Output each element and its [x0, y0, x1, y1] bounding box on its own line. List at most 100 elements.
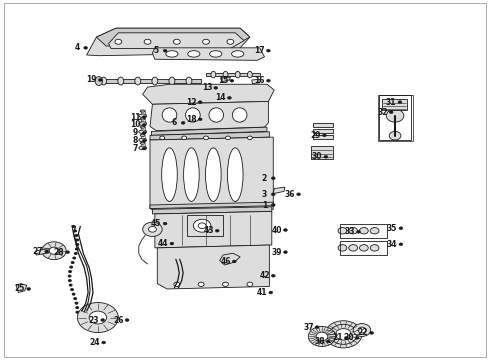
Circle shape	[182, 136, 187, 140]
Circle shape	[143, 222, 162, 237]
Text: 33: 33	[344, 227, 355, 236]
Text: 9: 9	[133, 129, 138, 138]
Circle shape	[66, 251, 70, 253]
Ellipse shape	[188, 51, 200, 57]
Circle shape	[160, 136, 165, 140]
Text: 30: 30	[312, 152, 322, 161]
Polygon shape	[150, 102, 269, 131]
Circle shape	[49, 247, 59, 254]
Text: 34: 34	[387, 240, 397, 249]
Ellipse shape	[247, 71, 252, 78]
Circle shape	[230, 79, 234, 82]
Polygon shape	[150, 202, 273, 208]
Text: 19: 19	[86, 76, 97, 85]
Ellipse shape	[139, 146, 147, 150]
Ellipse shape	[101, 77, 107, 85]
Text: 37: 37	[303, 323, 314, 332]
Text: 21: 21	[332, 333, 343, 342]
Circle shape	[360, 245, 368, 251]
Circle shape	[173, 39, 180, 44]
Polygon shape	[150, 132, 270, 140]
Text: 27: 27	[33, 247, 43, 256]
Polygon shape	[87, 28, 250, 56]
Circle shape	[338, 245, 347, 251]
Ellipse shape	[162, 108, 177, 122]
Ellipse shape	[140, 142, 145, 144]
Circle shape	[214, 86, 218, 89]
Circle shape	[76, 243, 79, 246]
Polygon shape	[34, 249, 49, 255]
Text: 7: 7	[133, 144, 138, 153]
Circle shape	[163, 49, 167, 52]
Circle shape	[225, 136, 230, 140]
Ellipse shape	[211, 71, 216, 78]
Circle shape	[202, 39, 209, 44]
Text: 42: 42	[259, 271, 270, 280]
Circle shape	[349, 245, 358, 251]
Text: 8: 8	[133, 136, 138, 145]
Polygon shape	[143, 84, 274, 104]
Text: 43: 43	[203, 226, 214, 235]
Text: 6: 6	[172, 118, 177, 127]
Circle shape	[69, 279, 71, 282]
Circle shape	[74, 230, 76, 232]
Circle shape	[322, 134, 326, 137]
Circle shape	[296, 193, 300, 196]
Circle shape	[198, 118, 202, 121]
Text: 28: 28	[53, 248, 64, 257]
Ellipse shape	[227, 148, 243, 202]
Circle shape	[326, 340, 330, 343]
Text: 23: 23	[89, 315, 99, 324]
Circle shape	[89, 311, 107, 324]
Text: 11: 11	[130, 113, 141, 122]
Circle shape	[358, 327, 366, 333]
Circle shape	[142, 147, 146, 150]
Circle shape	[284, 229, 288, 231]
Ellipse shape	[205, 148, 221, 202]
Ellipse shape	[209, 108, 223, 122]
Circle shape	[271, 203, 275, 206]
Bar	[378, 95, 413, 141]
Ellipse shape	[140, 118, 145, 120]
Bar	[379, 95, 411, 140]
Circle shape	[271, 193, 275, 196]
Circle shape	[163, 222, 167, 225]
Bar	[187, 215, 223, 237]
Polygon shape	[191, 117, 202, 123]
Circle shape	[73, 257, 76, 259]
Circle shape	[344, 337, 348, 339]
Circle shape	[198, 101, 202, 104]
Text: 14: 14	[216, 93, 226, 102]
Ellipse shape	[135, 77, 141, 85]
Bar	[340, 241, 387, 255]
Circle shape	[370, 228, 379, 234]
Text: 16: 16	[254, 76, 265, 85]
Circle shape	[316, 332, 328, 341]
Polygon shape	[151, 127, 267, 135]
Polygon shape	[191, 96, 203, 102]
Ellipse shape	[139, 138, 147, 142]
Circle shape	[75, 234, 78, 237]
Text: 15: 15	[218, 76, 228, 85]
Circle shape	[349, 228, 358, 234]
Circle shape	[181, 121, 185, 124]
Circle shape	[315, 326, 319, 329]
Circle shape	[267, 49, 270, 52]
Circle shape	[75, 248, 78, 250]
Text: 26: 26	[113, 315, 123, 324]
Circle shape	[71, 261, 74, 264]
Text: 10: 10	[130, 121, 141, 130]
Circle shape	[76, 307, 79, 309]
Text: 36: 36	[285, 190, 295, 199]
Bar	[313, 129, 333, 133]
Circle shape	[308, 327, 336, 346]
Polygon shape	[155, 211, 272, 248]
Polygon shape	[273, 187, 285, 194]
Ellipse shape	[152, 77, 158, 85]
Polygon shape	[252, 79, 261, 84]
Circle shape	[227, 39, 234, 44]
Ellipse shape	[223, 71, 228, 78]
Circle shape	[115, 39, 122, 44]
Ellipse shape	[172, 121, 180, 126]
Circle shape	[247, 282, 253, 287]
